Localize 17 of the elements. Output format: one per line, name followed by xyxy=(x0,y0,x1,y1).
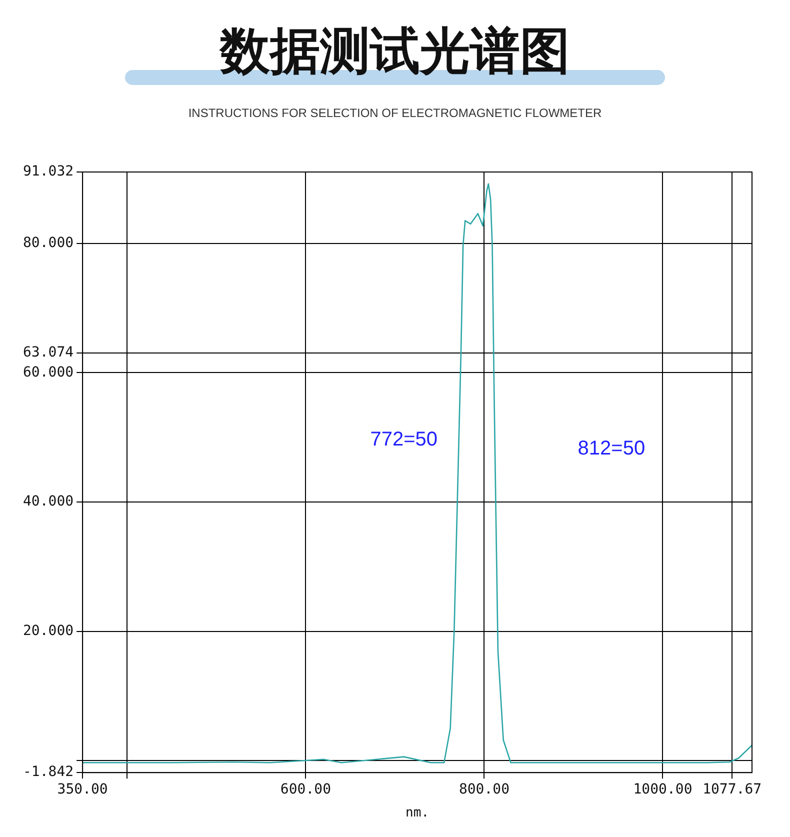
x-tick-label: 600.00 xyxy=(280,782,332,798)
y-tick-label: 40.000 xyxy=(22,494,74,510)
x-axis-title: nm. xyxy=(406,806,430,821)
x-tick-label: 1077.67 xyxy=(702,782,762,798)
y-tick-label: 20.000 xyxy=(22,622,74,639)
annotation: 772=50 xyxy=(370,428,438,450)
y-tick-label: 63.074 xyxy=(22,344,74,360)
x-tick-label: 350.00 xyxy=(57,782,108,798)
y-tick-label: -1.842 xyxy=(22,764,74,780)
y-tick-label: 80.000 xyxy=(22,234,74,251)
annotation: 812=50 xyxy=(578,437,646,460)
x-tick-label: 1000.00 xyxy=(633,782,692,798)
x-tick-label: 800.00 xyxy=(458,782,510,798)
chart-subtitle: INSTRUCTIONS FOR SELECTION OF ELECTROMAGNETIC FLOWMETER xyxy=(187,106,603,120)
y-tick-label: 91.032 xyxy=(22,164,74,180)
chart-title: 数据测试光谱图 xyxy=(218,21,571,82)
y-tick-label: 60.000 xyxy=(22,364,74,380)
